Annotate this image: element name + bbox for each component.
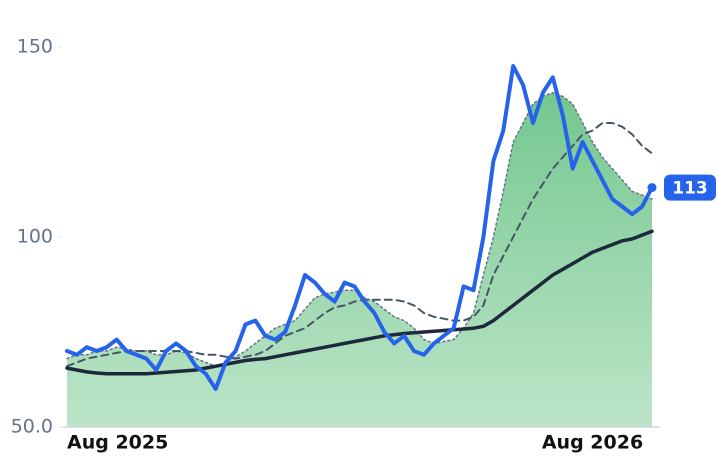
area	[67, 92, 652, 427]
price-label: 113	[672, 179, 708, 199]
y-tick-label: 50.0	[11, 416, 53, 438]
label-layer: 50.0 100 150 Aug 2025 Aug 2026 113	[11, 36, 716, 454]
line-layer	[65, 64, 657, 391]
y-tick-label: 150	[17, 36, 53, 58]
price-badge	[664, 174, 716, 201]
x-tick-label: Aug 2026	[542, 432, 643, 454]
x-tick-label: Aug 2025	[67, 432, 168, 454]
line	[65, 229, 654, 376]
grid-layer	[58, 46, 660, 428]
area-layer	[67, 92, 652, 427]
last-point	[647, 183, 657, 193]
y-tick-label: 100	[17, 226, 53, 248]
line	[65, 64, 654, 391]
